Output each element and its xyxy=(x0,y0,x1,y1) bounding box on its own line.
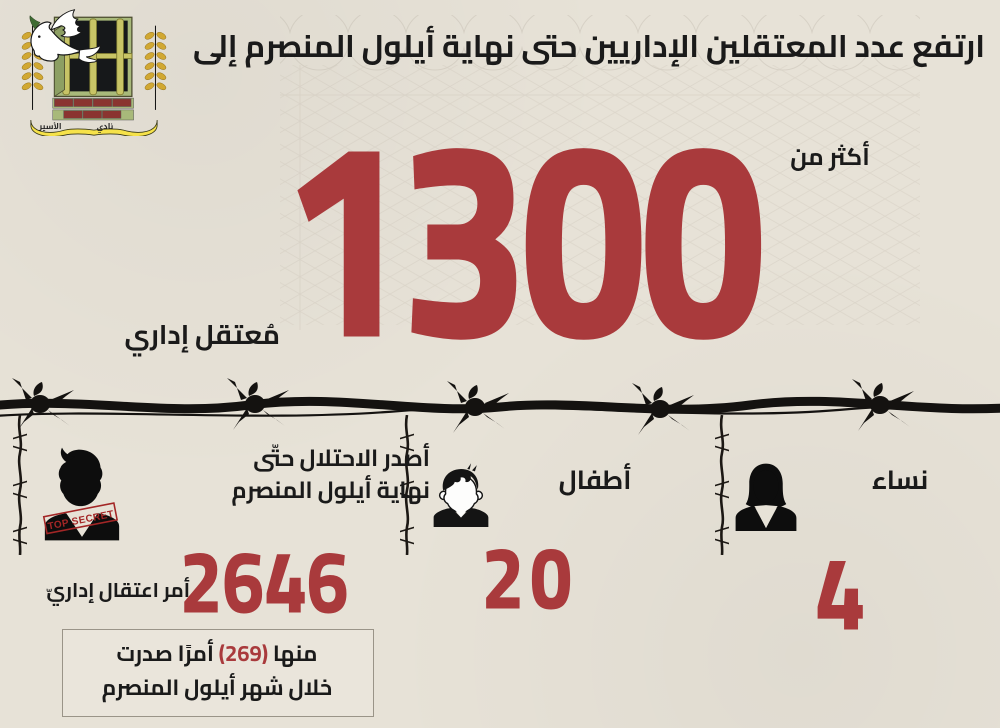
svg-text:الأسير: الأسير xyxy=(38,119,62,134)
svg-text:نادي: نادي xyxy=(97,119,114,134)
